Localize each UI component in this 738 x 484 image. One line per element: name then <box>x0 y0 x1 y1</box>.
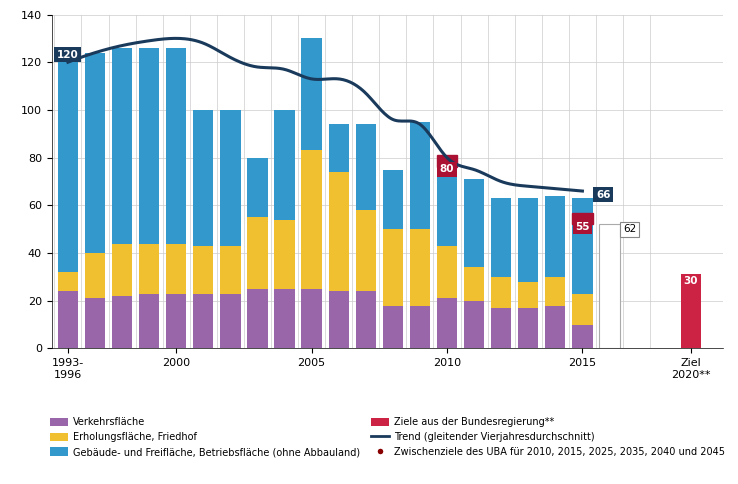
Bar <box>572 325 593 348</box>
Bar <box>437 160 457 246</box>
Bar <box>220 246 241 294</box>
Bar <box>545 277 565 305</box>
Bar <box>301 289 322 348</box>
Bar <box>464 301 484 348</box>
Bar <box>545 305 565 348</box>
Text: 62: 62 <box>623 224 636 234</box>
Bar <box>166 243 187 294</box>
Bar <box>247 289 268 348</box>
Bar <box>139 294 159 348</box>
Bar <box>437 155 457 167</box>
Text: 55: 55 <box>575 222 590 232</box>
Bar <box>383 169 403 229</box>
Text: 66: 66 <box>596 190 610 199</box>
Bar <box>383 229 403 305</box>
Bar <box>437 246 457 298</box>
Bar <box>328 291 349 348</box>
Bar <box>437 298 457 348</box>
Bar <box>247 217 268 289</box>
Bar <box>572 212 593 225</box>
Bar <box>356 210 376 291</box>
Bar <box>112 243 132 296</box>
Bar <box>139 48 159 243</box>
Text: 30: 30 <box>683 276 698 287</box>
Bar <box>356 124 376 210</box>
Bar <box>58 272 78 291</box>
Bar <box>193 246 213 294</box>
Bar <box>518 198 539 282</box>
Bar <box>112 48 132 243</box>
Bar <box>680 277 701 348</box>
Bar <box>58 291 78 348</box>
Legend: Verkehrsfläche, Erholungsfläche, Friedhof, Gebäude- und Freifläche, Betriebsfläc: Verkehrsfläche, Erholungsfläche, Friedho… <box>46 413 728 461</box>
Bar <box>410 305 430 348</box>
Bar <box>85 53 105 253</box>
Bar <box>328 172 349 291</box>
Bar <box>410 122 430 229</box>
Bar <box>464 179 484 267</box>
Bar <box>464 267 484 301</box>
Bar <box>491 277 511 308</box>
Bar <box>166 48 187 243</box>
Bar <box>112 296 132 348</box>
Bar <box>85 253 105 298</box>
Bar <box>193 110 213 246</box>
Bar <box>247 158 268 217</box>
Bar <box>572 198 593 294</box>
Bar <box>328 124 349 172</box>
Bar <box>301 38 322 151</box>
Bar <box>275 289 294 348</box>
Bar <box>545 196 565 277</box>
Bar <box>383 305 403 348</box>
Bar <box>599 225 620 348</box>
Bar <box>518 308 539 348</box>
Text: 120: 120 <box>57 50 79 60</box>
Bar <box>58 62 78 272</box>
Bar <box>518 282 539 308</box>
Bar <box>193 294 213 348</box>
Bar <box>275 110 294 220</box>
Bar <box>491 198 511 277</box>
Bar <box>220 294 241 348</box>
Bar <box>166 294 187 348</box>
Bar <box>491 308 511 348</box>
Bar <box>220 110 241 246</box>
Bar <box>572 294 593 325</box>
Bar <box>275 220 294 289</box>
Bar <box>139 243 159 294</box>
Bar <box>301 151 322 289</box>
Text: 80: 80 <box>440 165 455 174</box>
Bar <box>356 291 376 348</box>
Bar <box>410 229 430 305</box>
Bar <box>85 298 105 348</box>
